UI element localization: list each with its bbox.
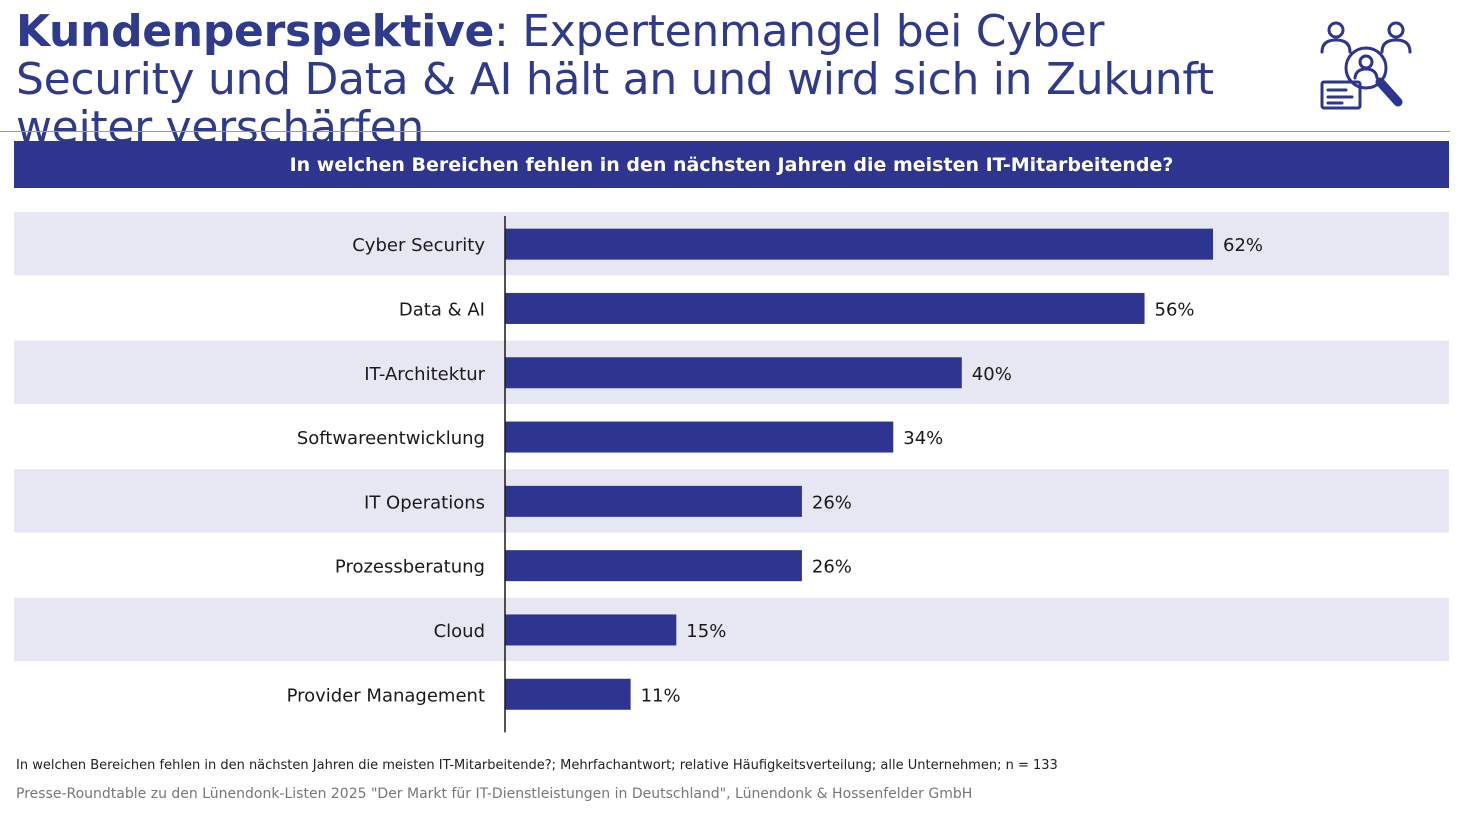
category-label: Cyber Security (352, 235, 485, 256)
page-title-bold: Kundenperspektive (16, 6, 494, 57)
category-label: Cloud (434, 621, 485, 642)
category-label: Softwareentwicklung (297, 428, 485, 449)
value-label: 34% (903, 428, 943, 449)
bar (505, 228, 1214, 260)
value-label: 15% (686, 621, 726, 642)
bar (505, 485, 802, 517)
value-label: 26% (812, 492, 852, 513)
category-label: IT-Architektur (364, 364, 485, 385)
page-title-rest: : Expertenmangel bei Cyber Security und … (16, 6, 1214, 153)
bar (505, 421, 894, 453)
bar (505, 292, 1145, 324)
value-label: 11% (641, 685, 681, 706)
page-title: Kundenperspektive: Expertenmangel bei Cy… (16, 8, 1296, 152)
value-label: 26% (812, 557, 852, 578)
value-label: 56% (1155, 299, 1195, 320)
chart-title-banner: In welchen Bereichen fehlen in den nächs… (14, 141, 1449, 188)
category-label: Data & AI (399, 299, 485, 320)
title-divider (0, 131, 1450, 132)
category-label: Provider Management (287, 685, 485, 706)
footnote: In welchen Bereichen fehlen in den nächs… (16, 758, 1058, 773)
value-label: 62% (1223, 235, 1263, 256)
bar (505, 678, 631, 710)
bar (505, 550, 802, 582)
bar-chart: Cyber Security 62% Data & AI 56% IT-Architek… (14, 212, 1449, 733)
category-label: IT Operations (364, 492, 485, 513)
value-label: 40% (972, 364, 1012, 385)
bar (505, 614, 677, 646)
category-label: Prozessberatung (335, 557, 485, 578)
bar (505, 357, 962, 389)
source-note: Presse-Roundtable zu den Lünendonk-Liste… (16, 786, 973, 802)
people-search-icon (1316, 18, 1416, 118)
row-band (14, 597, 1449, 662)
